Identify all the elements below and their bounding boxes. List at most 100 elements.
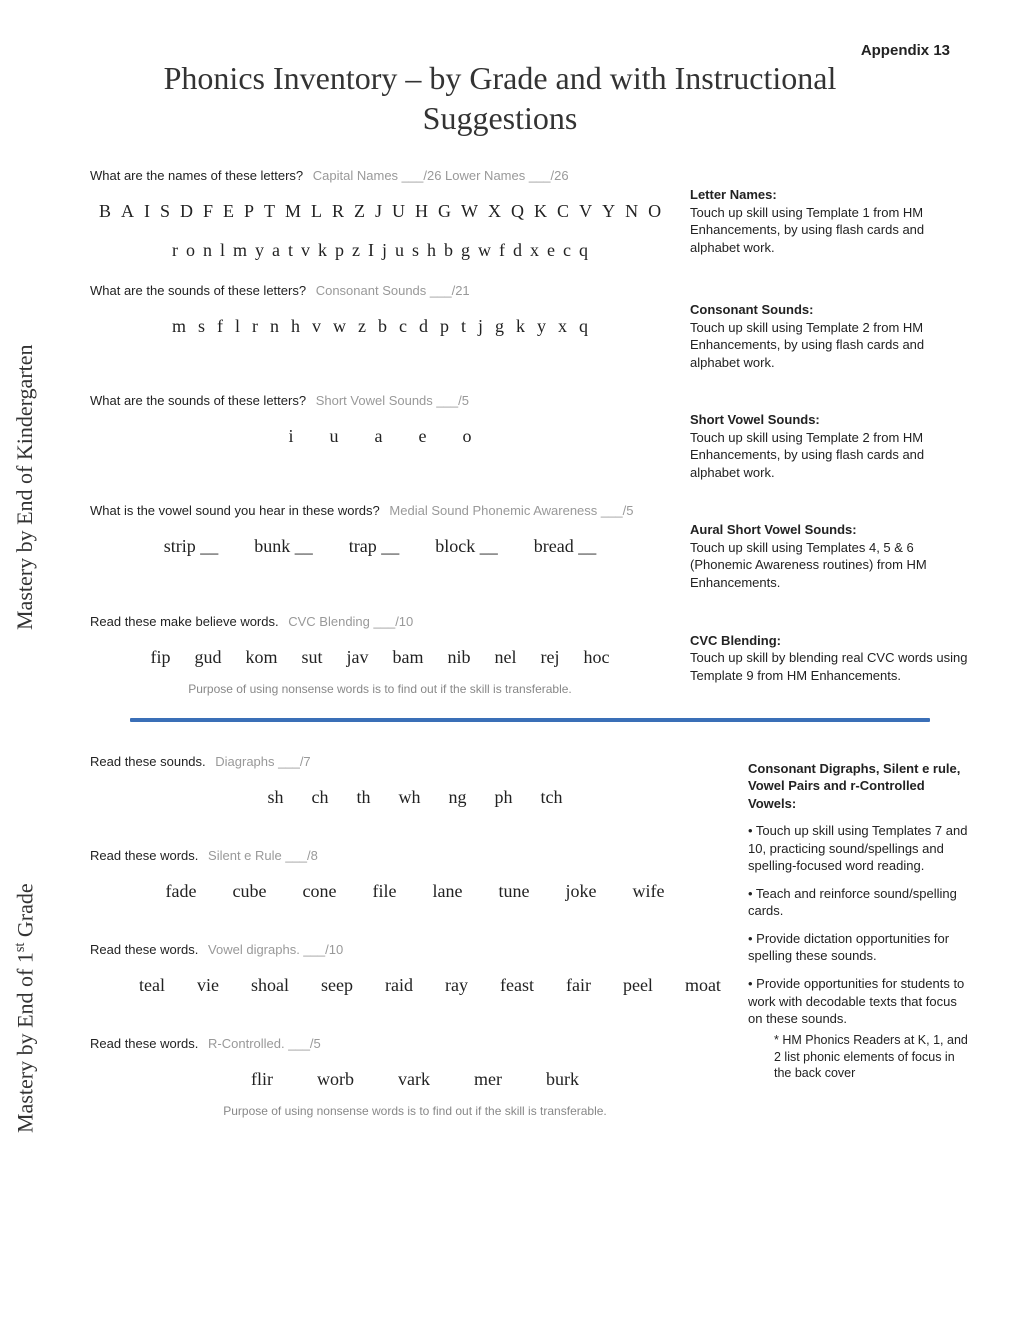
item: A bbox=[121, 201, 134, 221]
prompt-text: What are the names of these letters? bbox=[90, 168, 303, 183]
item: fade bbox=[166, 881, 197, 901]
item: j bbox=[478, 316, 483, 336]
item: c bbox=[399, 316, 407, 336]
item: lane bbox=[432, 881, 462, 901]
item: X bbox=[488, 201, 501, 221]
prompt-text: Read these words. bbox=[90, 942, 198, 957]
prompt-text: What are the sounds of these letters? bbox=[90, 393, 306, 408]
word-row: flirworbvarkmerburk bbox=[90, 1069, 740, 1090]
side-label-first-pre: Mastery by End of 1 bbox=[12, 952, 37, 1133]
prompt: Read these make believe words. CVC Blend… bbox=[90, 614, 670, 629]
item: cone bbox=[303, 881, 337, 901]
score-blank: Vowel digraphs. ___/10 bbox=[208, 942, 343, 957]
score-blank: Silent e Rule ___/8 bbox=[208, 848, 318, 863]
item: u bbox=[395, 240, 404, 260]
item: raid bbox=[385, 975, 413, 995]
prompt-text: Read these words. bbox=[90, 848, 198, 863]
item: flir bbox=[251, 1069, 273, 1089]
word-row: shchthwhngphtch bbox=[90, 787, 740, 808]
item: p bbox=[335, 240, 344, 260]
letter-row-lower: ronlmyatvkpzIjushbgwfdxecq bbox=[90, 240, 670, 261]
tip-box: Letter Names: Touch up skill using Templ… bbox=[690, 168, 970, 256]
item: y bbox=[255, 240, 264, 260]
grade1-tips: Consonant Digraphs, Silent e rule, Vowel… bbox=[740, 754, 970, 1083]
prompt-text: Read these make believe words. bbox=[90, 614, 279, 629]
item: B bbox=[99, 201, 111, 221]
item: nib bbox=[448, 647, 471, 667]
item: u bbox=[330, 426, 339, 446]
item: t bbox=[461, 316, 466, 336]
item: seep bbox=[321, 975, 353, 995]
item: o bbox=[463, 426, 472, 446]
page-title: Phonics Inventory – by Grade and with In… bbox=[150, 58, 850, 138]
item: vie bbox=[197, 975, 219, 995]
item: x bbox=[558, 316, 567, 336]
item: M bbox=[285, 201, 301, 221]
item: o bbox=[186, 240, 195, 260]
tip-bullet: • Provide opportunities for students to … bbox=[748, 975, 970, 1028]
item: e bbox=[547, 240, 555, 260]
prompt-text: What is the vowel sound you hear in thes… bbox=[90, 503, 380, 518]
score-blank: CVC Blending ___/10 bbox=[288, 614, 413, 629]
item: O bbox=[648, 201, 661, 221]
grade1-block: Read these sounds. Diagraphs ___/7 shcht… bbox=[90, 754, 970, 1128]
item: q bbox=[579, 240, 588, 260]
item: I bbox=[368, 240, 374, 260]
tip-body: Touch up skill using Template 1 from HM … bbox=[690, 204, 970, 257]
prompt: What are the sounds of these letters? Sh… bbox=[90, 393, 670, 408]
item: f bbox=[217, 316, 223, 336]
side-label-first-post: Grade bbox=[12, 883, 37, 942]
item: vark bbox=[398, 1069, 430, 1089]
item: m bbox=[172, 316, 186, 336]
item: v bbox=[301, 240, 310, 260]
prompt: Read these words. Silent e Rule ___/8 bbox=[90, 848, 740, 863]
appendix-label: Appendix 13 bbox=[861, 42, 950, 59]
item: q bbox=[579, 316, 588, 336]
tip-body: Touch up skill using Templates 4, 5 & 6 … bbox=[690, 539, 970, 592]
prompt: Read these words. Vowel digraphs. ___/10 bbox=[90, 942, 740, 957]
prompt: What is the vowel sound you hear in thes… bbox=[90, 503, 670, 518]
item: gud bbox=[194, 647, 221, 667]
item: r bbox=[252, 316, 258, 336]
item: Z bbox=[354, 201, 365, 221]
item: block __ bbox=[435, 536, 498, 556]
tip-title: Consonant Digraphs, Silent e rule, Vowel… bbox=[748, 760, 970, 813]
item: feast bbox=[500, 975, 534, 995]
section-short-vowels: What are the sounds of these letters? Sh… bbox=[90, 393, 970, 481]
item: ng bbox=[449, 787, 467, 807]
tip-sub-bullet: * HM Phonics Readers at K, 1, and 2 list… bbox=[774, 1032, 970, 1083]
item: I bbox=[144, 201, 150, 221]
item: ph bbox=[495, 787, 513, 807]
score-blank: Capital Names ___/26 Lower Names ___/26 bbox=[313, 168, 569, 183]
section-medial-sound: What is the vowel sound you hear in thes… bbox=[90, 503, 970, 591]
letter-row-upper: BAISDFEPTMLRZJUHGWXQKCVYNO bbox=[90, 201, 670, 222]
item: z bbox=[352, 240, 360, 260]
item: burk bbox=[546, 1069, 579, 1089]
item: h bbox=[291, 316, 300, 336]
tip-body: Touch up skill using Template 2 from HM … bbox=[690, 319, 970, 372]
item: bread __ bbox=[534, 536, 596, 556]
grade-divider bbox=[130, 718, 930, 722]
tip-title: Consonant Sounds: bbox=[690, 301, 970, 319]
item: S bbox=[160, 201, 170, 221]
item: P bbox=[244, 201, 254, 221]
item: R bbox=[332, 201, 344, 221]
item: d bbox=[513, 240, 522, 260]
item: rej bbox=[541, 647, 560, 667]
item: strip __ bbox=[164, 536, 219, 556]
word-row: fipgudkomsutjavbamnibnelrejhoc bbox=[90, 647, 670, 668]
item: fair bbox=[566, 975, 591, 995]
item: i bbox=[288, 426, 293, 446]
item: peel bbox=[623, 975, 653, 995]
score-blank: Short Vowel Sounds ___/5 bbox=[316, 393, 469, 408]
tip-box: Consonant Sounds: Touch up skill using T… bbox=[690, 283, 970, 371]
note-text: Purpose of using nonsense words is to fi… bbox=[90, 1104, 740, 1118]
side-label-kindergarten: Mastery by End of Kindergarten bbox=[12, 344, 38, 630]
tip-bullet: • Provide dictation opportunities for sp… bbox=[748, 930, 970, 965]
item: Y bbox=[602, 201, 615, 221]
item: K bbox=[534, 201, 547, 221]
item: trap __ bbox=[349, 536, 399, 556]
item: jav bbox=[347, 647, 369, 667]
side-label-first-suf: st bbox=[12, 943, 28, 953]
item: z bbox=[358, 316, 366, 336]
